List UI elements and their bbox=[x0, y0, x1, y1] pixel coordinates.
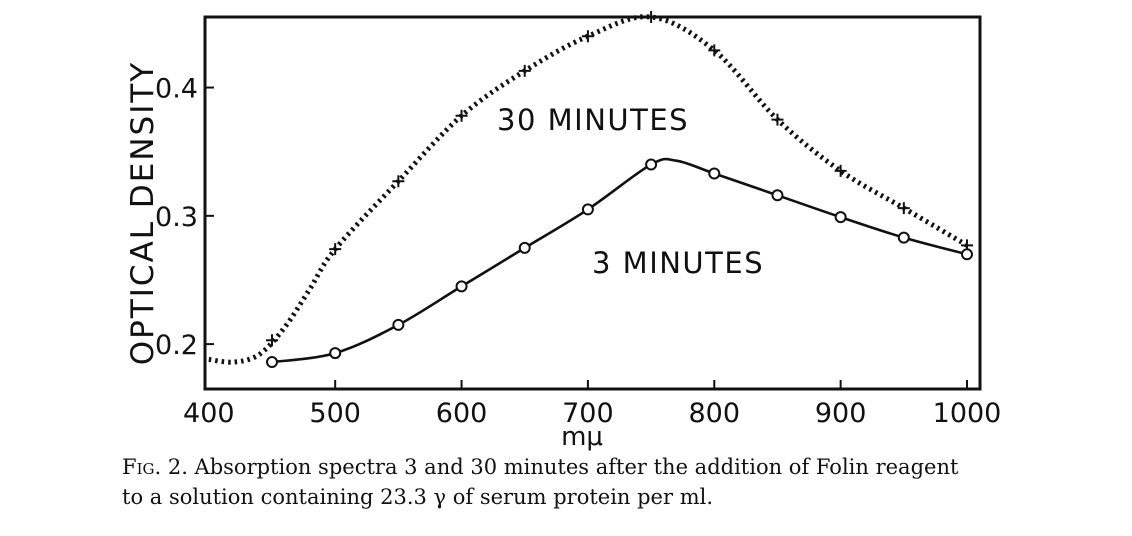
x-tick-label-800: 800 bbox=[688, 398, 740, 429]
x-tick-label-400: 400 bbox=[183, 398, 235, 429]
data-point-30min-650-cross bbox=[518, 64, 531, 77]
x-tick-label-500: 500 bbox=[309, 398, 361, 429]
data-point-30min-450-cross bbox=[266, 334, 278, 347]
x-axis-label: mμ bbox=[561, 422, 603, 452]
x-tick-label-900: 900 bbox=[815, 398, 867, 429]
data-point-3min-550 bbox=[392, 318, 405, 331]
markers-layer bbox=[266, 11, 973, 369]
figure-caption: Fig. 2. Absorption spectra 3 and 30 minu… bbox=[122, 452, 1122, 512]
data-point-30min-600-cross bbox=[455, 109, 468, 122]
data-point-30min-700-cross bbox=[581, 30, 594, 43]
data-point-30min-700 bbox=[581, 30, 594, 43]
y-tick-label-0.2: 0.2 bbox=[155, 330, 198, 361]
data-point-3min-750 bbox=[645, 158, 658, 171]
data-point-3min-800 bbox=[708, 167, 721, 180]
data-point-30min-650 bbox=[518, 64, 531, 77]
data-point-3min-500 bbox=[329, 347, 342, 360]
ticks-layer: 400 500 600 700 800 900 1000 0.2 0.3 0.4 bbox=[155, 74, 1001, 429]
caption-text-1: Absorption spectra 3 and 30 minutes afte… bbox=[187, 455, 959, 479]
annotation-30-minutes: 30 MINUTES bbox=[497, 103, 689, 137]
data-point-3min-950 bbox=[897, 231, 910, 244]
caption-figure-label: Fig. 2. bbox=[122, 455, 188, 479]
data-point-3min-700 bbox=[581, 203, 594, 216]
caption-line-1: Fig. 2. Absorption spectra 3 and 30 minu… bbox=[122, 452, 1122, 482]
data-point-30min-750-cross bbox=[645, 11, 658, 23]
data-point-30min-600 bbox=[455, 109, 468, 122]
data-point-30min-950-cross bbox=[897, 202, 910, 215]
data-point-30min-550 bbox=[392, 175, 405, 188]
plot-frame bbox=[203, 15, 982, 391]
data-point-30min-850 bbox=[771, 113, 784, 126]
data-point-30min-900-cross bbox=[834, 164, 847, 177]
data-point-3min-450 bbox=[266, 356, 278, 369]
x-tick-label-700: 700 bbox=[562, 398, 614, 429]
data-point-30min-800-cross bbox=[708, 44, 721, 57]
data-point-3min-1000 bbox=[961, 248, 973, 261]
series-line-30-minutes bbox=[208, 14, 969, 365]
data-point-30min-550-cross bbox=[392, 175, 405, 188]
data-point-30min-800 bbox=[708, 44, 721, 57]
data-point-30min-500 bbox=[329, 243, 342, 256]
data-point-30min-850-cross bbox=[771, 113, 784, 126]
data-point-3min-900 bbox=[834, 211, 847, 224]
annotation-3-minutes: 3 MINUTES bbox=[592, 246, 764, 280]
data-point-30min-500-cross bbox=[329, 243, 342, 256]
curves-layer bbox=[208, 14, 969, 365]
data-point-30min-950 bbox=[897, 202, 910, 215]
y-tick-label-0.3: 0.3 bbox=[155, 202, 198, 233]
data-point-3min-650 bbox=[518, 241, 531, 254]
data-point-30min-750 bbox=[645, 11, 658, 23]
caption-line-2: to a solution containing 23.3 γ of serum… bbox=[122, 485, 714, 509]
y-tick-label-0.4: 0.4 bbox=[155, 74, 198, 105]
data-point-3min-850 bbox=[771, 189, 784, 202]
x-tick-label-1000: 1000 bbox=[933, 398, 1002, 429]
data-point-3min-600 bbox=[455, 280, 468, 293]
y-axis-label: OPTICAL DENSITY bbox=[125, 61, 161, 366]
x-tick-label-600: 600 bbox=[436, 398, 488, 429]
data-point-30min-450 bbox=[266, 334, 278, 347]
data-point-30min-900 bbox=[834, 164, 847, 177]
